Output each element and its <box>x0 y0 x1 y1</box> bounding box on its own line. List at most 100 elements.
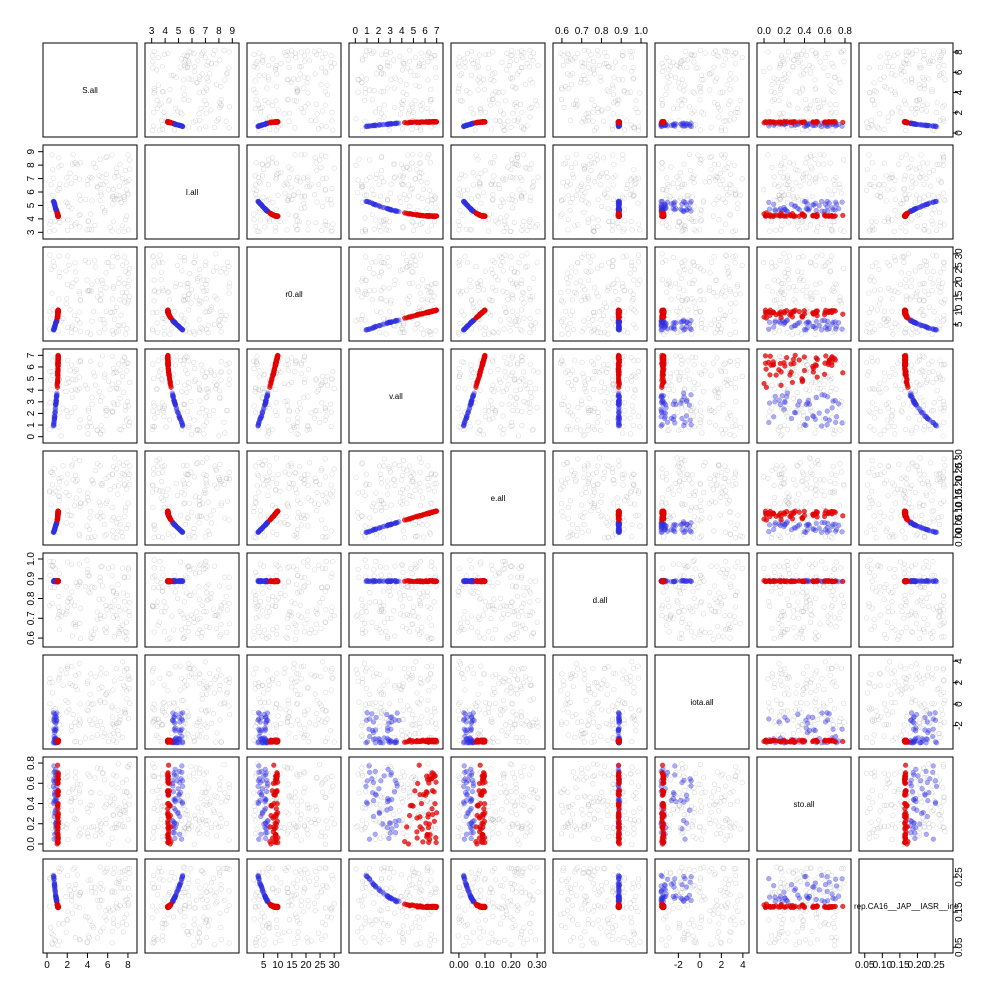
data-point <box>919 107 925 113</box>
data-point <box>369 187 375 193</box>
data-point <box>801 177 807 183</box>
data-point <box>585 254 592 260</box>
data-point <box>503 67 510 73</box>
data-point <box>118 312 124 318</box>
data-point <box>378 310 384 316</box>
data-point <box>670 59 676 65</box>
data-point <box>392 277 398 283</box>
data-point <box>424 180 430 186</box>
data-point <box>841 59 847 65</box>
data-point <box>769 81 775 88</box>
data-point <box>359 278 365 284</box>
data-point <box>688 331 695 337</box>
data-point <box>302 74 308 81</box>
data-point <box>495 277 501 283</box>
data-point <box>636 175 642 181</box>
data-point <box>817 280 823 286</box>
data-point <box>177 64 183 70</box>
data-point <box>573 192 580 198</box>
data-point <box>107 224 113 230</box>
data-point <box>793 180 799 186</box>
data-point <box>362 215 368 221</box>
data-point <box>611 205 617 211</box>
data-point <box>832 187 838 193</box>
data-point <box>407 203 413 210</box>
data-point <box>412 98 418 104</box>
data-point <box>419 297 425 303</box>
data-point <box>774 77 780 83</box>
data-point <box>628 218 634 225</box>
data-point <box>585 277 591 283</box>
data-point <box>298 49 304 55</box>
data-point <box>527 315 533 322</box>
data-point <box>224 259 230 265</box>
data-point <box>940 70 947 76</box>
data-point <box>579 254 585 260</box>
data-point <box>781 251 787 257</box>
data-point <box>902 119 909 125</box>
data-point <box>468 195 475 202</box>
data-point <box>284 76 290 83</box>
data-point <box>363 76 370 82</box>
data-point <box>930 193 936 199</box>
data-point <box>285 97 291 103</box>
data-point <box>424 105 430 111</box>
data-point <box>381 222 387 228</box>
data-point <box>790 284 796 290</box>
data-point <box>50 259 56 265</box>
data-point <box>521 290 527 296</box>
data-point <box>185 58 191 64</box>
data-point <box>367 87 373 93</box>
data-point <box>817 173 823 179</box>
data-point <box>700 268 707 274</box>
data-point <box>587 154 593 160</box>
data-point <box>355 189 361 196</box>
data-point <box>223 312 229 319</box>
data-point <box>570 171 576 178</box>
data-point <box>265 181 272 188</box>
data-point <box>821 100 827 106</box>
data-point <box>109 263 115 270</box>
data-point <box>723 185 729 192</box>
data-point <box>473 263 479 270</box>
data-point <box>264 162 270 168</box>
data-point <box>578 298 585 304</box>
data-point <box>275 192 281 198</box>
data-point <box>519 227 525 233</box>
data-point <box>810 119 816 125</box>
data-point <box>387 190 393 196</box>
data-point <box>110 201 116 207</box>
data-point <box>739 262 745 269</box>
data-point <box>419 195 425 202</box>
data-point <box>921 181 927 187</box>
data-point <box>500 111 507 117</box>
data-point <box>898 154 904 161</box>
data-point <box>197 298 203 304</box>
data-point <box>836 76 842 83</box>
data-point <box>56 253 62 259</box>
data-point <box>896 104 902 111</box>
data-point <box>104 154 110 160</box>
data-point <box>414 119 420 125</box>
data-point <box>585 315 591 322</box>
data-point <box>602 300 608 306</box>
data-point <box>796 254 802 260</box>
data-point <box>125 284 131 290</box>
data-point <box>159 63 165 70</box>
data-point <box>510 110 516 116</box>
data-point <box>629 68 635 75</box>
data-point <box>119 176 126 182</box>
data-point <box>811 202 817 208</box>
data-point <box>800 64 806 70</box>
data-point <box>414 212 420 218</box>
data-point <box>179 123 185 129</box>
data-point <box>213 264 220 270</box>
data-point <box>771 75 777 81</box>
data-point <box>595 52 601 58</box>
data-point <box>293 55 299 61</box>
data-point <box>564 179 571 185</box>
data-point <box>417 290 423 296</box>
data-point <box>89 281 95 287</box>
data-point <box>482 268 488 274</box>
data-point <box>668 122 674 129</box>
